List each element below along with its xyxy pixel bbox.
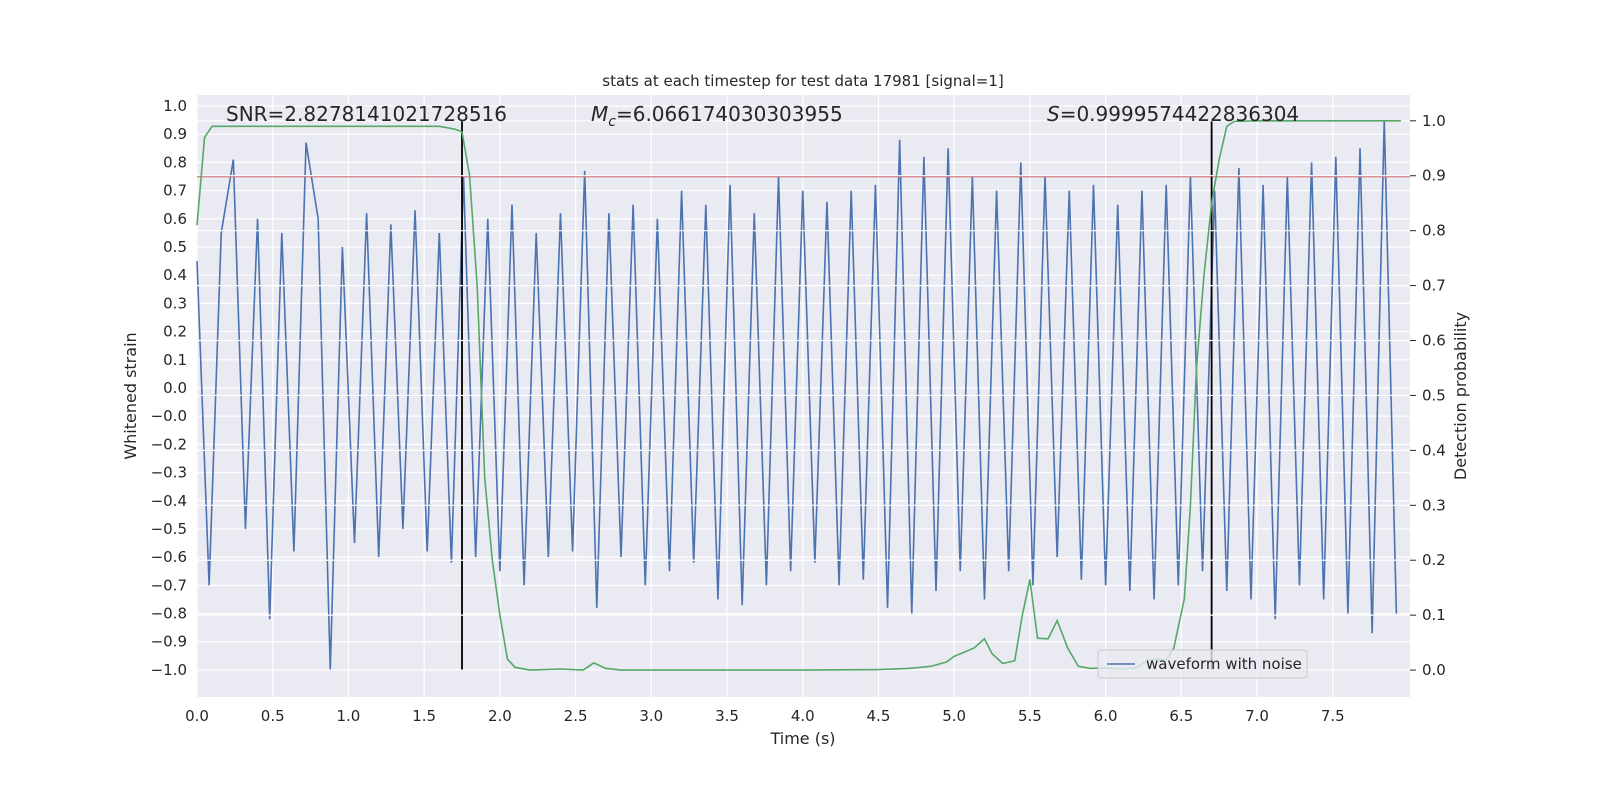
y2-tick-label: 0.1	[1422, 606, 1446, 624]
y2-tick-label: 0.3	[1422, 496, 1446, 514]
y2-tick-label: 1.0	[1422, 112, 1446, 130]
y-tick-label: −0.5	[151, 520, 187, 538]
y-tick-label: 0.6	[163, 210, 187, 228]
x-tick-label: 2.0	[488, 707, 512, 725]
y2-tick-label: 0.2	[1422, 551, 1446, 569]
x-tick-label: 5.5	[1018, 707, 1042, 725]
x-tick-label: 2.5	[564, 707, 588, 725]
y2-tick-label: 0.7	[1422, 277, 1446, 295]
chart-title: stats at each timestep for test data 179…	[602, 72, 1003, 90]
y-tick-label: 0.3	[163, 294, 187, 312]
annotation: SNR=2.8278141021728516	[226, 102, 507, 126]
annotation-symbol: M	[591, 102, 608, 126]
y-tick-label: 1.0	[163, 97, 187, 115]
y-tick-label: −0.2	[151, 435, 187, 453]
y2-tick-label: 0.9	[1422, 167, 1446, 185]
annotation-text: =6.066174030303955	[616, 102, 843, 126]
y-tick-label: 0.8	[163, 153, 187, 171]
annotation-text: SNR=2.8278141021728516	[226, 102, 507, 126]
y-tick-label: 0.0	[163, 379, 187, 397]
y-tick-label: −1.0	[151, 661, 187, 679]
y-tick-label: 0.9	[163, 125, 187, 143]
legend-label: waveform with noise	[1146, 655, 1302, 673]
annotation: S=0.9999574422836304	[1047, 102, 1299, 126]
x-tick-label: 1.5	[412, 707, 436, 725]
annotation-subscript: c	[608, 114, 616, 130]
y-tick-label: 0.5	[163, 238, 187, 256]
annotation-symbol: S	[1047, 102, 1060, 126]
y-axis-label: Whitened strain	[121, 332, 140, 459]
y2-tick-label: 0.5	[1422, 386, 1446, 404]
x-tick-label: 6.0	[1094, 707, 1118, 725]
x-tick-label: 3.0	[639, 707, 663, 725]
y-tick-label: −0.7	[151, 576, 187, 594]
x-axis-label: Time (s)	[769, 729, 835, 748]
x-tick-label: 4.5	[867, 707, 891, 725]
y2-tick-label: 0.8	[1422, 222, 1446, 240]
x-tick-label: 0.5	[261, 707, 285, 725]
x-tick-label: 4.0	[791, 707, 815, 725]
y-tick-label: −0.8	[151, 605, 187, 623]
x-tick-label: 0.0	[185, 707, 209, 725]
y2-axis-label: Detection probability	[1451, 312, 1470, 480]
y2-tick-label: 0.6	[1422, 332, 1446, 350]
y-tick-label: 0.2	[163, 323, 187, 341]
legend-box	[1097, 649, 1308, 679]
y-tick-label: 0.1	[163, 351, 187, 369]
x-tick-label: 5.0	[942, 707, 966, 725]
y-tick-label: −0.3	[151, 464, 187, 482]
y-tick-label: −0.6	[151, 548, 187, 566]
y-tick-label: −0.4	[151, 492, 187, 510]
y-tick-label: −0.9	[151, 633, 187, 651]
y-tick-label: 0.4	[163, 266, 187, 284]
x-tick-label: 7.5	[1321, 707, 1345, 725]
series-line	[196, 120, 1401, 671]
x-tick-label: 7.0	[1245, 707, 1269, 725]
annotation: Mc=6.066174030303955	[591, 102, 843, 130]
y-tick-label: −0.0	[151, 407, 187, 425]
x-tick-label: 6.5	[1169, 707, 1193, 725]
x-tick-label: 3.5	[715, 707, 739, 725]
y2-tick-label: 0.4	[1422, 441, 1446, 459]
y-tick-label: 0.7	[163, 182, 187, 200]
x-tick-label: 1.0	[337, 707, 361, 725]
y2-tick-label: 0.0	[1422, 661, 1446, 679]
annotation-text: =0.9999574422836304	[1060, 102, 1299, 126]
